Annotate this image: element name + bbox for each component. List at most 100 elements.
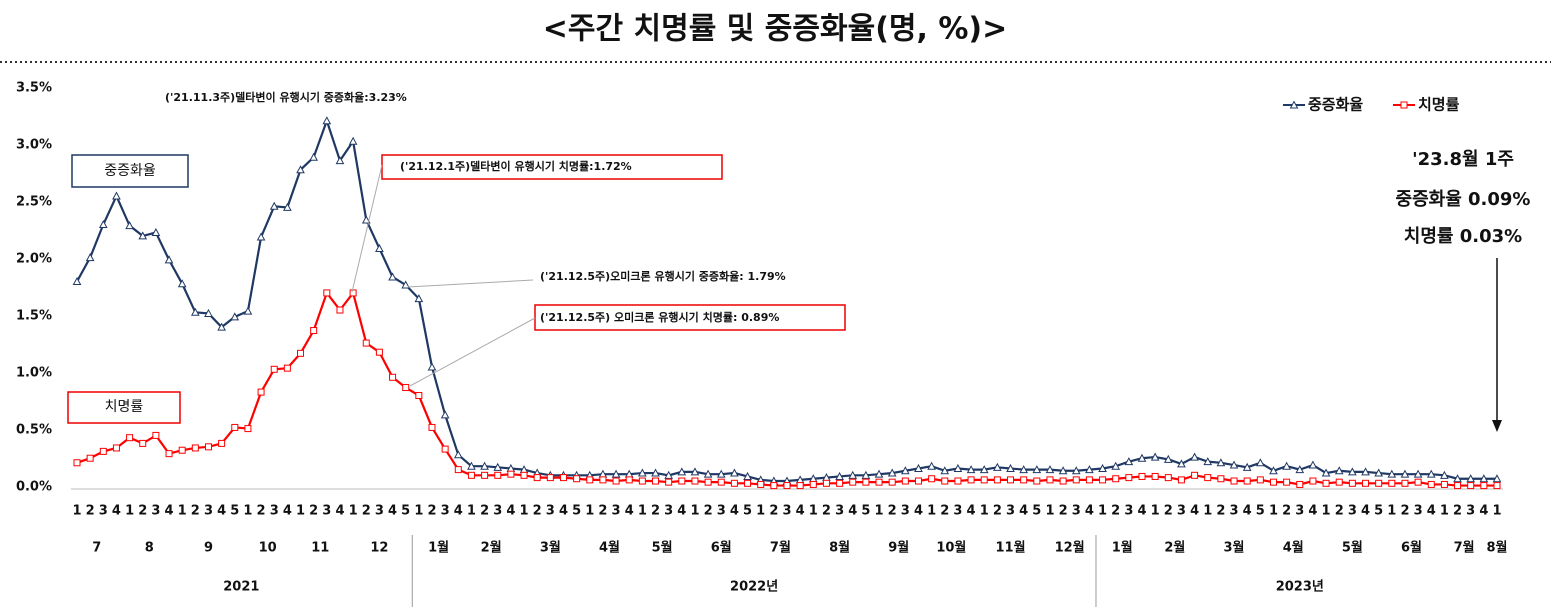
x-tick-label: 1 — [1203, 504, 1212, 519]
point — [296, 165, 305, 174]
point — [612, 477, 620, 485]
x-tick-label: 1 — [690, 504, 699, 519]
point — [297, 349, 305, 357]
point — [979, 465, 989, 474]
point — [217, 322, 226, 331]
x-tick-label: 4 — [796, 504, 805, 519]
y-tick-label: 1.5% — [16, 309, 52, 324]
point — [427, 362, 437, 371]
point — [428, 423, 436, 431]
point — [651, 468, 660, 477]
point — [257, 388, 265, 396]
point — [507, 470, 515, 478]
x-tick-label: 3 — [204, 504, 213, 519]
month-label: 11월 — [995, 540, 1025, 556]
point — [611, 469, 621, 478]
x-tick-label: 3 — [953, 504, 962, 519]
point — [310, 327, 318, 335]
chart-title: <주간 치명률 및 중증화율(명, %)> — [543, 12, 1008, 47]
x-tick-label: 4 — [1479, 504, 1488, 519]
x-tick-label: 4 — [1190, 504, 1199, 519]
leader-line — [407, 279, 534, 288]
point — [1019, 465, 1029, 474]
x-tick-label: 4 — [1243, 504, 1252, 519]
point — [1426, 469, 1436, 478]
x-tick-label: 2 — [362, 504, 371, 519]
point — [652, 477, 660, 485]
point — [1308, 460, 1318, 469]
x-tick-label: 1 — [1045, 504, 1054, 519]
point — [1072, 476, 1080, 484]
point — [1413, 469, 1423, 478]
point — [283, 364, 291, 372]
x-tick-label: 1 — [414, 504, 423, 519]
x-tick-label: 4 — [283, 504, 292, 519]
x-tick-label: 1 — [243, 504, 252, 519]
point — [1467, 482, 1475, 490]
point — [1125, 474, 1133, 482]
point — [914, 463, 923, 472]
callout-text: 치명률 0.03% — [1404, 226, 1522, 247]
x-tick-label: 2 — [1335, 504, 1344, 519]
callout-text: 중증화율 0.09% — [1396, 189, 1531, 210]
x-tick-label: 2 — [598, 504, 607, 519]
x-tick-label: 2 — [138, 504, 147, 519]
point — [1230, 477, 1238, 485]
month-label: 2월 — [481, 540, 502, 556]
point — [467, 461, 476, 470]
point — [375, 348, 383, 356]
x-tick-label: 3 — [901, 504, 910, 519]
point — [231, 423, 239, 431]
month-label: 8월 — [829, 540, 850, 556]
legend-label: 치명률 — [1418, 96, 1460, 114]
x-tick-label: 2 — [1453, 504, 1462, 519]
x-tick-label: 1 — [1387, 504, 1396, 519]
point — [993, 462, 1002, 471]
point — [86, 454, 94, 462]
x-tick-label: 2 — [1059, 504, 1068, 519]
point — [73, 459, 81, 467]
month-label: 10 — [259, 541, 277, 556]
month-label: 4월 — [1283, 540, 1304, 556]
x-tick-label: 3 — [1295, 504, 1304, 519]
point — [309, 152, 319, 161]
point — [1124, 457, 1134, 466]
point — [559, 474, 567, 482]
x-tick-label: 2 — [993, 504, 1002, 519]
month-label: 10월 — [936, 540, 966, 556]
point — [98, 219, 108, 229]
x-tick-label: 4 — [914, 504, 923, 519]
y-tick-label: 3.5% — [16, 81, 52, 96]
point — [861, 470, 871, 479]
point — [375, 243, 384, 252]
x-tick-label: 4 — [730, 504, 739, 519]
x-tick-label: 1 — [1492, 504, 1501, 519]
point — [1440, 480, 1448, 488]
point — [362, 339, 370, 347]
x-tick-label: 5 — [743, 504, 752, 519]
month-label: 9월 — [888, 540, 909, 556]
point — [244, 425, 252, 433]
point — [1163, 454, 1173, 463]
point — [717, 478, 725, 486]
point — [1098, 463, 1107, 472]
x-tick-label: 1 — [1151, 504, 1160, 519]
x-tick-label: 2 — [427, 504, 436, 519]
point — [1111, 461, 1121, 470]
month-label: 11 — [311, 541, 329, 556]
annotation: 중증화율 — [104, 163, 156, 179]
year-label: 2023년 — [1276, 580, 1324, 595]
point — [1361, 467, 1370, 476]
x-tick-label: 3 — [441, 504, 450, 519]
point — [1387, 469, 1397, 478]
x-tick-label: 2 — [822, 504, 831, 519]
y-tick-label: 3.0% — [16, 138, 52, 153]
point — [1071, 466, 1081, 475]
point — [138, 231, 148, 240]
point — [638, 477, 646, 485]
x-tick-label: 3 — [322, 504, 331, 519]
x-tick-label: 3 — [1414, 504, 1423, 519]
point — [1440, 470, 1449, 479]
month-label: 5월 — [652, 540, 673, 556]
point — [1099, 476, 1107, 484]
